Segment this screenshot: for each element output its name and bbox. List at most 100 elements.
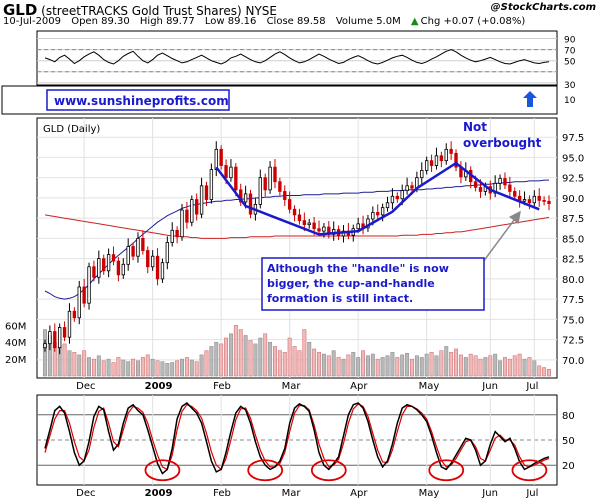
stochastic-x-label: Jul <box>525 488 538 499</box>
candle-body <box>126 246 130 265</box>
volume-bar <box>67 350 72 377</box>
price-x-label: Jul <box>525 381 538 392</box>
candle-body <box>136 238 140 257</box>
volume-bar <box>449 352 454 377</box>
chart-header: GLD (streetTRACKS Gold Trust Shares) NYS… <box>3 1 277 19</box>
candle-body <box>48 331 52 345</box>
candle-body <box>420 169 424 179</box>
price-tick-label: 92.5 <box>562 174 584 185</box>
candle-body <box>195 199 199 215</box>
price-ticks: 70.0 72.5 75.0 77.5 80.0 82.5 85.0 87.5 90.0 92.5… <box>562 133 584 367</box>
candle-body <box>141 238 145 251</box>
candle-body <box>92 266 96 278</box>
candle-body <box>542 199 546 202</box>
volume-bar <box>62 343 67 377</box>
stochastic-x-label: Apr <box>350 488 368 499</box>
volume-bar <box>380 357 385 377</box>
price-panel: 70.0 72.5 75.0 77.5 80.0 82.5 85.0 87.5 90.0 92.5… <box>5 117 584 392</box>
price-tick-label: 95.0 <box>562 153 584 164</box>
oversold-circle <box>144 459 181 482</box>
candle-body <box>160 262 165 280</box>
price-x-labels: Dec 2009 Feb Mar Apr May Jun Jul <box>76 381 538 392</box>
volume-bar <box>356 357 361 377</box>
volume-bar <box>228 333 233 377</box>
volume-bar <box>96 355 101 377</box>
candle-body <box>102 258 106 272</box>
stochastic-x-label: May <box>419 488 440 499</box>
candle-body <box>209 169 214 200</box>
volume-bar <box>547 368 551 377</box>
volume-bar <box>121 359 126 377</box>
volume-bars <box>43 325 551 377</box>
quote-high: High 89.77 <box>139 16 195 27</box>
quote-date: 10-Jul-2009 <box>3 16 62 27</box>
volume-bar <box>375 358 380 377</box>
volume-bar <box>512 355 517 377</box>
candle-body <box>292 208 297 216</box>
candle-body <box>473 181 478 188</box>
security-name: (streetTRACKS Gold Trust Shares) <box>41 4 242 18</box>
candle-body <box>67 310 72 338</box>
candle-body <box>356 223 360 230</box>
oversold-circles <box>144 459 548 482</box>
candle-body <box>302 220 307 226</box>
stochastic-x-label: Mar <box>282 488 302 499</box>
volume-bar <box>292 346 297 377</box>
volume-bar <box>400 354 405 377</box>
candle-body <box>214 148 218 170</box>
candle-body <box>322 226 326 232</box>
candle-body <box>434 155 439 166</box>
volume-bar <box>488 355 493 377</box>
candle-body <box>380 207 385 216</box>
ticker-symbol: GLD <box>3 1 38 19</box>
volume-bar <box>395 357 400 377</box>
volume-bar <box>77 354 82 377</box>
callout-line-1: Although the "handle" is now <box>267 262 449 275</box>
stochastic-x-labels: Dec 2009 Feb Mar Apr May Jun Jul <box>76 488 538 499</box>
price-x-label: Dec <box>76 381 95 392</box>
candle-body <box>532 195 537 204</box>
volume-bar <box>351 352 356 377</box>
stochastic-panel: 20 50 80 Dec 2009 Feb Mar Apr May Jun Jul <box>36 394 575 499</box>
volume-bar <box>175 360 180 377</box>
price-x-label: Jun <box>481 381 498 392</box>
volume-bar <box>419 357 424 377</box>
callout-box <box>261 257 485 311</box>
volume-bar <box>258 337 263 377</box>
website-link[interactable]: www.sunshineprofits.com <box>54 94 229 108</box>
candle-body <box>297 214 302 221</box>
candle-body <box>116 260 121 276</box>
candle-body <box>155 255 160 280</box>
volume-bar <box>136 360 140 377</box>
candle-body <box>278 181 282 192</box>
price-tick-label: 75.0 <box>562 315 584 326</box>
oversold-circle <box>511 459 548 482</box>
rsi-tick-label: 10 <box>564 96 576 106</box>
volume-bar <box>458 354 463 377</box>
candle-body <box>57 327 62 349</box>
candle-body <box>263 177 267 191</box>
volume-bar <box>209 346 214 377</box>
volume-bar <box>493 353 498 377</box>
callout-line-3: formation is still intact. <box>267 292 413 305</box>
volume-bar <box>537 365 542 377</box>
volume-bar <box>287 337 292 377</box>
candle-body <box>395 195 399 200</box>
price-x-label: Mar <box>282 381 302 392</box>
volume-bar <box>204 350 209 377</box>
not-overbought-label-line-1: Not <box>463 120 487 134</box>
candle-body <box>243 193 248 203</box>
volume-bar <box>463 357 468 377</box>
stochastic-x-label: Jun <box>481 488 498 499</box>
volume-bar <box>214 341 219 377</box>
volume-bar <box>140 357 145 377</box>
volume-bar <box>390 352 395 377</box>
quote-open: Open 89.30 <box>71 16 130 27</box>
ma-200-line <box>44 214 550 239</box>
volume-bar <box>72 352 77 377</box>
volume-bar <box>444 346 449 377</box>
price-tick-label: 87.5 <box>562 214 584 225</box>
candle-body <box>229 166 233 179</box>
volume-bar <box>224 337 229 377</box>
